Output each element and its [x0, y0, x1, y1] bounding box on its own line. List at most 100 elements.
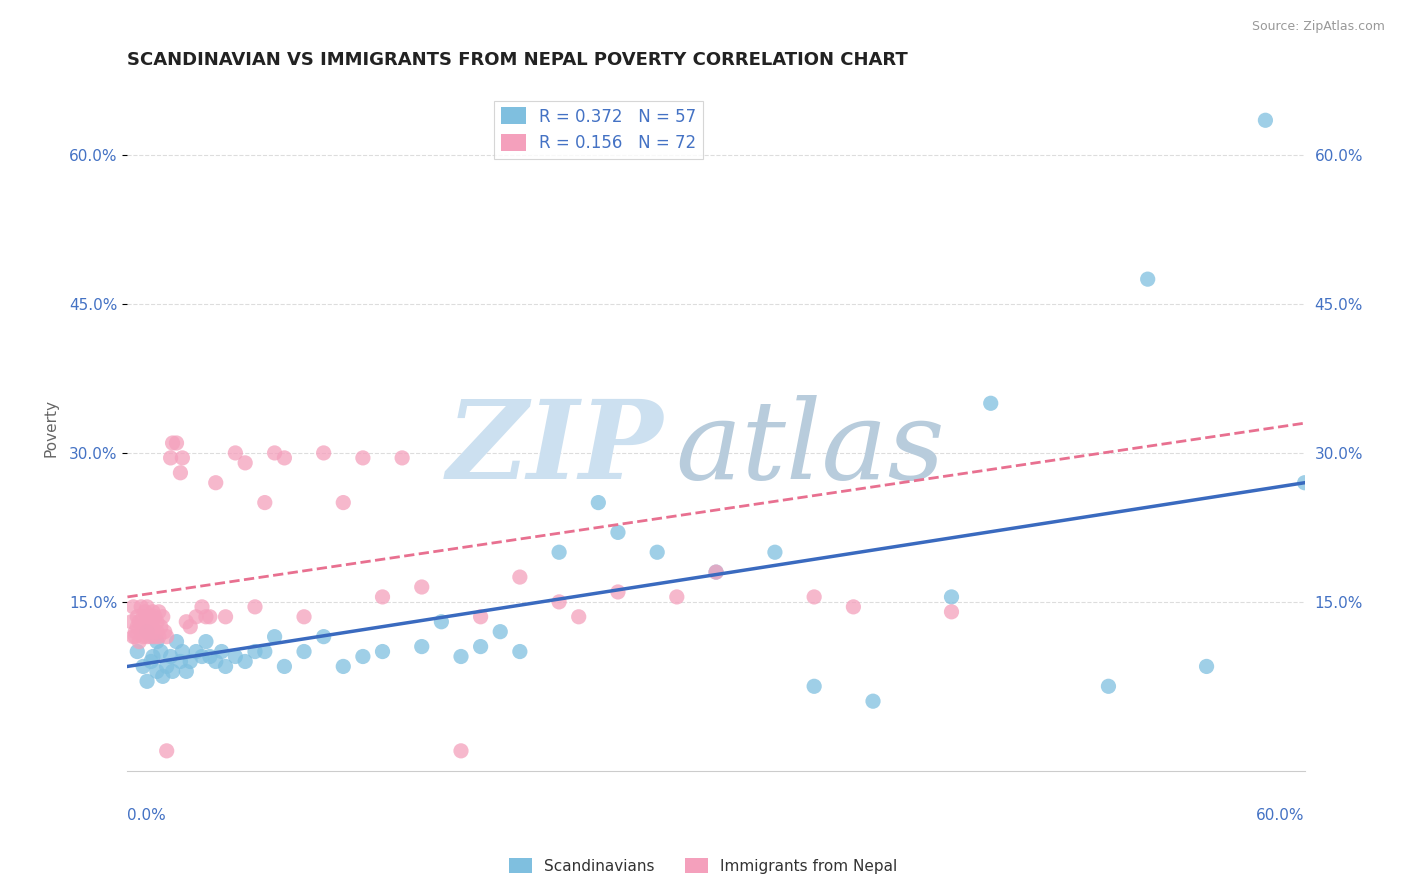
Point: [191, 599, 214, 614]
Point: [142, 649, 165, 664]
Point: [980, 396, 1002, 410]
Point: [132, 609, 155, 624]
Point: [253, 644, 276, 658]
Point: [159, 649, 181, 664]
Point: [191, 649, 214, 664]
Point: [132, 630, 155, 644]
Point: [162, 665, 184, 679]
Text: SCANDINAVIAN VS IMMIGRANTS FROM NEPAL POVERTY CORRELATION CHART: SCANDINAVIAN VS IMMIGRANTS FROM NEPAL PO…: [128, 51, 908, 69]
Point: [243, 599, 266, 614]
Y-axis label: Poverty: Poverty: [44, 399, 58, 457]
Point: [941, 590, 963, 604]
Point: [149, 644, 172, 658]
Point: [411, 580, 433, 594]
Point: [273, 659, 295, 673]
Point: [1254, 113, 1277, 128]
Point: [607, 585, 630, 599]
Point: [842, 599, 865, 614]
Point: [489, 624, 512, 639]
Point: [124, 624, 146, 639]
Point: [148, 630, 170, 644]
Point: [548, 545, 571, 559]
Point: [156, 744, 179, 758]
Point: [273, 450, 295, 465]
Text: ZIP: ZIP: [447, 395, 664, 502]
Point: [139, 609, 162, 624]
Text: 60.0%: 60.0%: [1256, 808, 1305, 823]
Point: [224, 649, 246, 664]
Point: [156, 630, 179, 644]
Point: [139, 655, 162, 669]
Point: [607, 525, 630, 540]
Point: [204, 475, 226, 490]
Point: [162, 436, 184, 450]
Point: [146, 665, 169, 679]
Text: Source: ZipAtlas.com: Source: ZipAtlas.com: [1251, 20, 1385, 33]
Point: [127, 620, 149, 634]
Point: [128, 615, 150, 629]
Point: [509, 644, 531, 658]
Point: [152, 609, 174, 624]
Point: [138, 615, 160, 629]
Legend: R = 0.372   N = 57, R = 0.156   N = 72: R = 0.372 N = 57, R = 0.156 N = 72: [494, 101, 703, 159]
Point: [263, 446, 285, 460]
Point: [352, 649, 374, 664]
Point: [665, 590, 688, 604]
Point: [263, 630, 285, 644]
Point: [1195, 659, 1218, 673]
Point: [198, 609, 221, 624]
Point: [172, 644, 194, 658]
Point: [430, 615, 453, 629]
Point: [142, 605, 165, 619]
Point: [136, 599, 159, 614]
Point: [194, 609, 217, 624]
Point: [166, 436, 188, 450]
Point: [253, 495, 276, 509]
Point: [763, 545, 786, 559]
Point: [292, 644, 315, 658]
Point: [122, 599, 145, 614]
Point: [122, 630, 145, 644]
Point: [179, 620, 201, 634]
Point: [470, 609, 492, 624]
Point: [1097, 679, 1119, 693]
Point: [509, 570, 531, 584]
Point: [803, 679, 825, 693]
Point: [645, 545, 668, 559]
Point: [371, 590, 394, 604]
Point: [143, 630, 166, 644]
Point: [129, 624, 152, 639]
Point: [138, 624, 160, 639]
Point: [391, 450, 413, 465]
Point: [139, 630, 162, 644]
Point: [941, 605, 963, 619]
Point: [224, 446, 246, 460]
Point: [132, 659, 155, 673]
Point: [194, 634, 217, 648]
Point: [146, 624, 169, 639]
Point: [176, 615, 198, 629]
Point: [146, 634, 169, 648]
Point: [332, 495, 354, 509]
Point: [233, 456, 256, 470]
Point: [1136, 272, 1159, 286]
Point: [179, 655, 201, 669]
Point: [184, 609, 207, 624]
Point: [148, 605, 170, 619]
Point: [568, 609, 591, 624]
Point: [156, 659, 179, 673]
Point: [204, 655, 226, 669]
Text: atlas: atlas: [675, 395, 945, 502]
Legend: Scandinavians, Immigrants from Nepal: Scandinavians, Immigrants from Nepal: [502, 852, 904, 880]
Point: [169, 655, 191, 669]
Point: [134, 620, 156, 634]
Point: [450, 649, 472, 664]
Point: [136, 630, 159, 644]
Point: [153, 624, 176, 639]
Point: [411, 640, 433, 654]
Point: [588, 495, 610, 509]
Point: [862, 694, 884, 708]
Point: [142, 620, 165, 634]
Point: [371, 644, 394, 658]
Point: [198, 649, 221, 664]
